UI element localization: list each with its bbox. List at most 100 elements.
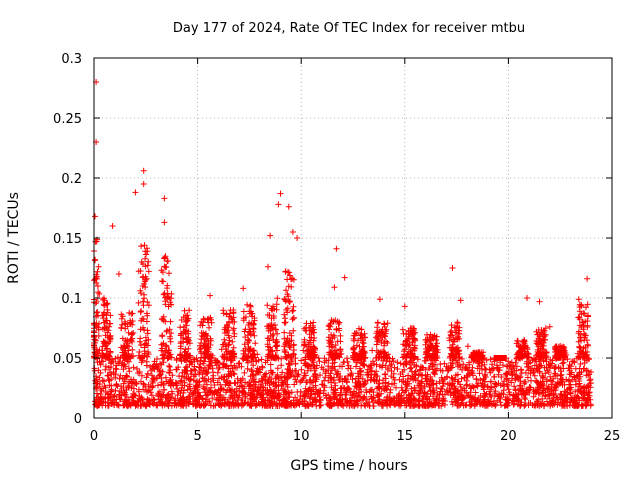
data-point	[160, 291, 167, 298]
data-point	[585, 313, 591, 320]
data-point	[433, 343, 440, 350]
data-point	[111, 393, 117, 400]
data-point	[292, 355, 299, 362]
data-point	[445, 389, 452, 396]
data-point	[508, 369, 515, 375]
data-point	[360, 354, 367, 361]
data-point	[401, 366, 408, 373]
data-point	[193, 400, 200, 407]
data-point	[380, 354, 387, 361]
data-point	[584, 324, 591, 330]
data-point	[253, 394, 260, 401]
data-point	[96, 402, 103, 409]
data-point	[302, 362, 309, 369]
data-point	[188, 359, 195, 366]
x-tick-label: 5	[193, 429, 201, 444]
data-point	[231, 401, 238, 408]
data-point	[248, 367, 255, 373]
data-point	[272, 383, 279, 390]
data-point	[505, 399, 512, 406]
data-point	[251, 347, 258, 354]
data-point	[165, 403, 172, 409]
data-point	[228, 354, 234, 361]
data-point	[244, 365, 251, 372]
data-point	[520, 338, 527, 345]
data-point	[345, 365, 352, 372]
data-point	[407, 365, 414, 372]
data-point	[100, 319, 107, 326]
data-point	[270, 336, 277, 343]
data-point	[500, 362, 506, 369]
data-point	[575, 354, 582, 360]
data-point	[233, 385, 240, 392]
data-point	[302, 327, 309, 334]
data-point	[284, 370, 291, 377]
data-point	[423, 350, 430, 357]
data-point	[185, 330, 192, 337]
data-point	[363, 400, 369, 407]
data-point	[118, 324, 125, 331]
data-point	[448, 322, 455, 329]
data-point	[515, 390, 522, 397]
data-point	[142, 255, 149, 262]
data-point	[103, 300, 110, 307]
data-point	[455, 362, 462, 368]
data-point	[440, 395, 447, 402]
data-point	[144, 312, 151, 319]
data-point	[149, 383, 156, 389]
data-point	[145, 336, 152, 343]
data-point	[368, 395, 375, 402]
data-point	[311, 394, 318, 401]
data-point	[165, 394, 172, 401]
data-point	[403, 381, 410, 388]
data-point	[332, 382, 339, 389]
data-point	[381, 371, 388, 378]
data-point	[201, 316, 208, 323]
data-point	[380, 377, 386, 384]
data-point	[140, 380, 147, 387]
data-point	[184, 312, 191, 319]
data-point	[135, 268, 142, 275]
data-point	[106, 377, 113, 384]
data-point	[456, 354, 463, 361]
data-point	[457, 402, 464, 408]
data-point	[368, 367, 375, 374]
data-point	[581, 310, 588, 317]
data-point	[281, 374, 288, 381]
data-point	[93, 238, 100, 245]
data-point	[105, 355, 112, 361]
data-point	[424, 337, 431, 343]
data-point	[379, 334, 386, 341]
data-point	[566, 362, 573, 368]
data-point	[166, 369, 173, 376]
data-point	[392, 400, 399, 407]
data-point	[125, 351, 132, 357]
data-point	[533, 358, 540, 365]
data-point	[306, 351, 313, 358]
data-point	[525, 354, 532, 361]
data-point	[328, 367, 335, 374]
data-point	[158, 381, 165, 388]
data-point	[551, 401, 558, 408]
data-point	[241, 390, 248, 397]
data-point	[427, 388, 434, 395]
data-point	[268, 315, 275, 322]
data-point	[581, 389, 588, 396]
data-point	[289, 229, 296, 235]
data-point	[158, 347, 165, 354]
data-point	[386, 358, 393, 365]
data-point	[504, 363, 511, 370]
data-point	[166, 379, 172, 386]
data-point	[457, 297, 464, 304]
data-point	[95, 263, 102, 270]
data-point	[249, 385, 256, 392]
data-point	[140, 386, 147, 393]
data-point	[272, 375, 279, 382]
data-point	[183, 351, 190, 358]
data-point	[167, 318, 174, 325]
data-point	[264, 387, 271, 394]
data-point	[221, 354, 228, 361]
data-point	[351, 355, 358, 361]
data-point	[138, 354, 145, 361]
data-point	[198, 350, 205, 357]
